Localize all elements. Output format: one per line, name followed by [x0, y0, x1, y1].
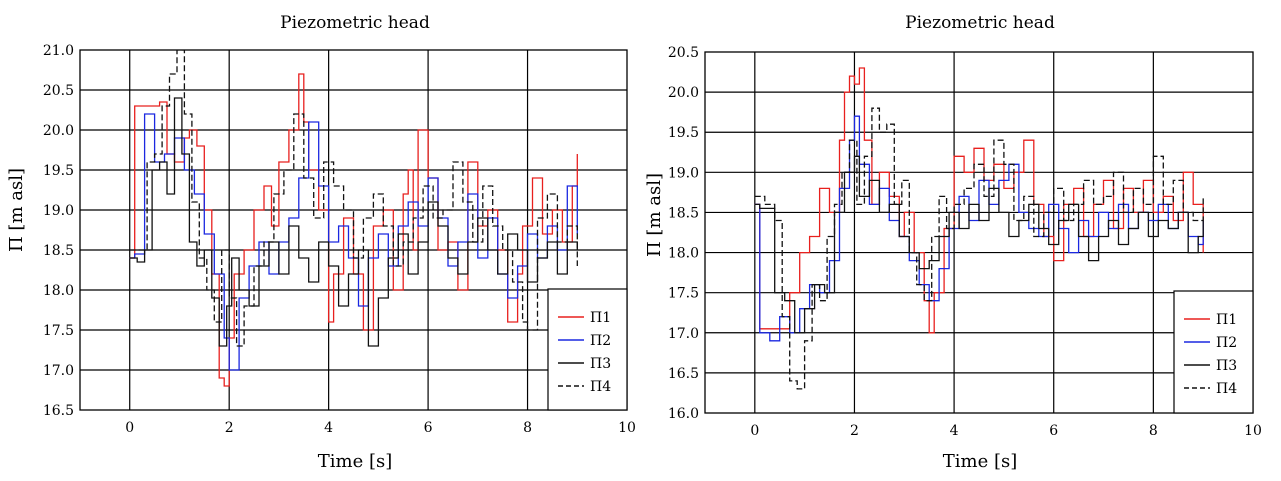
x-tick-label: 6	[1049, 423, 1058, 439]
series-line-3	[754, 155, 1204, 334]
legend-label: Π4	[1216, 381, 1237, 397]
y-tick-label: 16.5	[668, 366, 699, 382]
x-tick-label: 4	[950, 423, 959, 439]
legend-label: Π3	[1216, 358, 1237, 374]
x-tick-label: 6	[424, 420, 433, 436]
y-tick-label: 17.0	[668, 326, 699, 342]
legend-box	[1173, 290, 1254, 414]
y-tick-label: 18.0	[43, 283, 74, 299]
legend-label: Π2	[590, 333, 611, 349]
y-tick-label: 19.5	[668, 125, 699, 141]
legend: Π1 Π2 Π3 Π4	[547, 288, 628, 411]
legend-label: Π1	[1216, 312, 1237, 328]
y-tick-label: 20.0	[668, 85, 699, 101]
x-tick-label: 0	[125, 420, 134, 436]
series-line-3	[129, 97, 578, 347]
y-tick-label: 18.5	[668, 205, 699, 221]
series-line-4	[129, 50, 578, 347]
x-tick-label: 10	[618, 420, 636, 436]
x-tick-label: 0	[750, 423, 759, 439]
y-tick-label: 16.0	[668, 406, 699, 422]
series-line-1	[129, 73, 578, 387]
y-axis-label: Π [m asl]	[6, 168, 27, 252]
legend: Π1 Π2 Π3 Π4	[1173, 290, 1254, 414]
y-tick-label: 18.5	[43, 243, 74, 259]
y-tick-label: 20.5	[668, 45, 699, 61]
y-tick-label: 20.0	[43, 123, 74, 139]
plot-frame	[704, 51, 1254, 414]
series-line-4	[754, 107, 1204, 390]
y-tick-label: 19.0	[43, 203, 74, 219]
y-tick-label: 19.5	[43, 163, 74, 179]
x-tick-label: 4	[324, 420, 333, 436]
y-tick-label: 21.0	[43, 43, 74, 59]
y-tick-label: 17.5	[668, 286, 699, 302]
x-tick-label: 2	[225, 420, 234, 436]
legend-label: Π1	[590, 310, 611, 326]
chart-left: Piezometric head Time [s] Π [m asl] 16.5…	[6, 13, 636, 472]
x-axis-label: Time [s]	[943, 451, 1018, 472]
legend-label: Π4	[590, 379, 611, 395]
chart-title: Piezometric head	[280, 13, 430, 33]
legend-label: Π3	[590, 356, 611, 372]
y-tick-label: 17.0	[43, 363, 74, 379]
x-tick-label: 8	[523, 420, 532, 436]
x-tick-label: 10	[1244, 423, 1262, 439]
y-tick-label: 19.0	[668, 165, 699, 181]
y-tick-label: 18.0	[668, 246, 699, 262]
legend-box	[547, 288, 628, 411]
y-axis-label: Π [m asl]	[644, 173, 665, 257]
x-axis-label: Time [s]	[318, 451, 393, 472]
y-tick-label: 17.5	[43, 323, 74, 339]
chart-title: Piezometric head	[905, 13, 1055, 33]
x-tick-label: 2	[850, 423, 859, 439]
legend-label: Π2	[1216, 335, 1237, 351]
y-tick-label: 20.5	[43, 83, 74, 99]
chart-right: Piezometric head Time [s] Π [m asl] 16.0…	[644, 13, 1262, 472]
y-tick-label: 16.5	[43, 403, 74, 419]
x-tick-label: 8	[1149, 423, 1158, 439]
